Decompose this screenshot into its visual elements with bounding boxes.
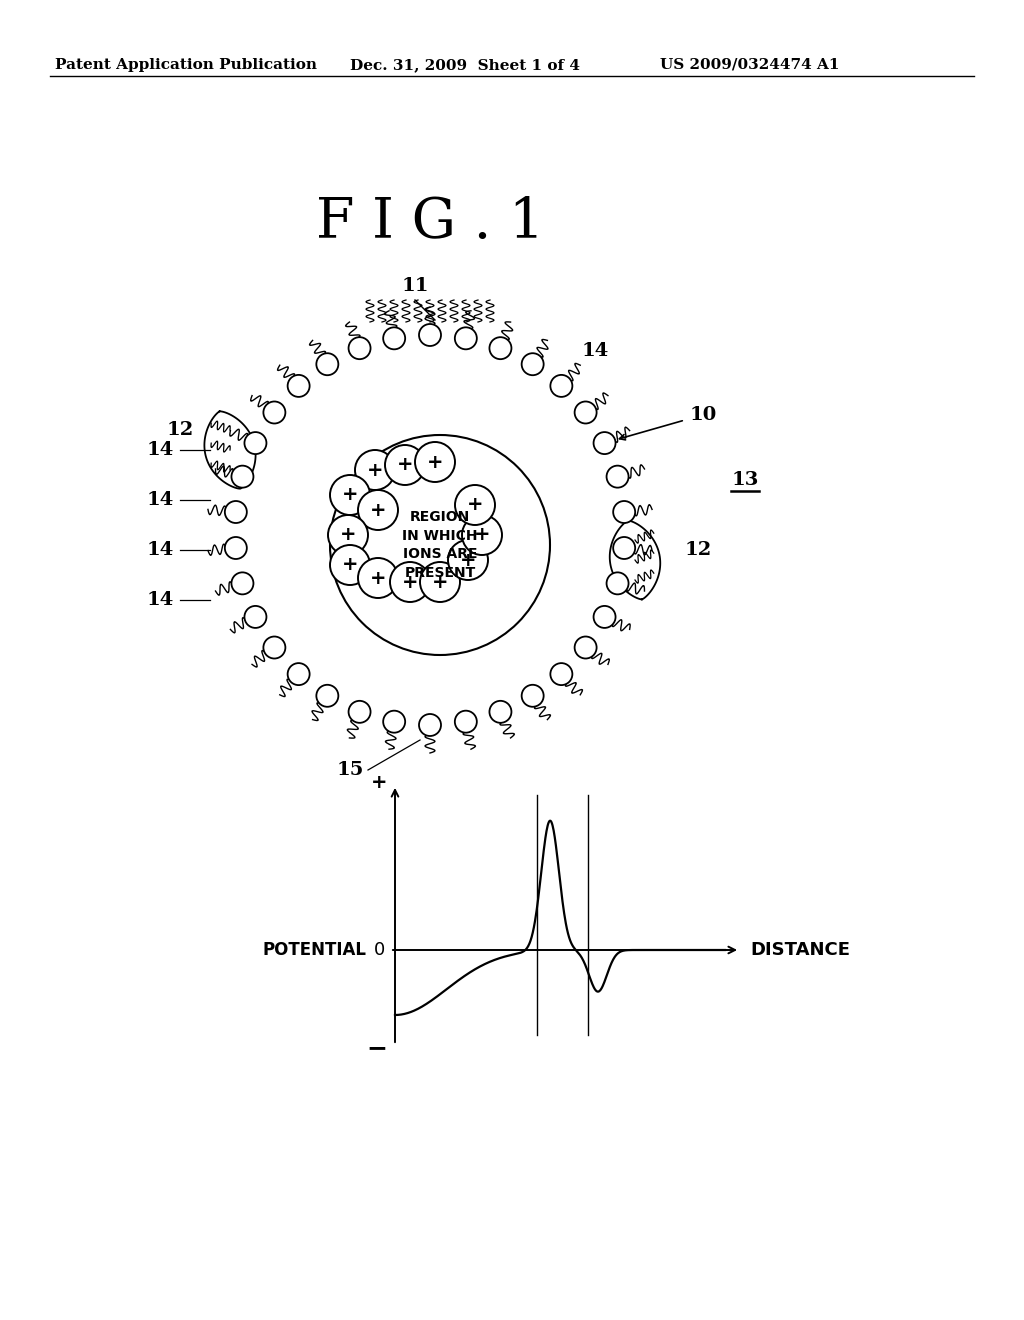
Circle shape xyxy=(263,401,286,424)
Circle shape xyxy=(358,490,398,531)
Text: 14: 14 xyxy=(582,342,609,359)
Text: 12: 12 xyxy=(166,421,194,440)
Text: 11: 11 xyxy=(401,277,429,294)
Text: US 2009/0324474 A1: US 2009/0324474 A1 xyxy=(660,58,840,73)
Text: 12: 12 xyxy=(685,541,713,558)
Circle shape xyxy=(330,475,370,515)
Circle shape xyxy=(263,636,286,659)
Text: POTENTIAL: POTENTIAL xyxy=(263,941,367,960)
Text: 14: 14 xyxy=(146,591,174,609)
Circle shape xyxy=(225,537,247,558)
Circle shape xyxy=(328,515,368,554)
Circle shape xyxy=(455,710,477,733)
Circle shape xyxy=(613,537,635,558)
Circle shape xyxy=(225,502,247,523)
Circle shape xyxy=(574,636,597,659)
Circle shape xyxy=(521,685,544,706)
Text: 15: 15 xyxy=(336,762,364,779)
Circle shape xyxy=(594,432,615,454)
Circle shape xyxy=(231,466,254,487)
Text: DISTANCE: DISTANCE xyxy=(750,941,850,960)
Circle shape xyxy=(455,327,477,350)
Circle shape xyxy=(449,540,488,579)
Circle shape xyxy=(288,375,309,397)
Circle shape xyxy=(383,710,406,733)
Circle shape xyxy=(348,701,371,723)
Circle shape xyxy=(245,606,266,628)
Circle shape xyxy=(348,337,371,359)
Text: +: + xyxy=(427,453,443,471)
Text: Dec. 31, 2009  Sheet 1 of 4: Dec. 31, 2009 Sheet 1 of 4 xyxy=(350,58,580,73)
Circle shape xyxy=(288,663,309,685)
Text: −: − xyxy=(366,1036,387,1060)
Text: +: + xyxy=(342,486,358,504)
Circle shape xyxy=(489,701,511,723)
Text: +: + xyxy=(371,772,387,792)
Circle shape xyxy=(419,714,441,737)
Text: +: + xyxy=(396,455,414,474)
Circle shape xyxy=(455,484,495,525)
Text: 10: 10 xyxy=(690,407,717,424)
Circle shape xyxy=(550,375,572,397)
Text: +: + xyxy=(340,525,356,544)
Circle shape xyxy=(594,606,615,628)
Circle shape xyxy=(613,502,635,523)
Text: +: + xyxy=(460,550,476,569)
Circle shape xyxy=(330,545,370,585)
Circle shape xyxy=(355,450,395,490)
Circle shape xyxy=(316,685,338,706)
Circle shape xyxy=(383,327,406,350)
Circle shape xyxy=(462,515,502,554)
Circle shape xyxy=(550,663,572,685)
Circle shape xyxy=(390,562,430,602)
Circle shape xyxy=(385,445,425,484)
Circle shape xyxy=(606,573,629,594)
Text: +: + xyxy=(370,569,386,587)
Circle shape xyxy=(606,466,629,487)
Text: +: + xyxy=(401,573,418,591)
Circle shape xyxy=(415,442,455,482)
Circle shape xyxy=(245,432,266,454)
Text: +: + xyxy=(467,495,483,515)
Circle shape xyxy=(420,562,460,602)
Text: +: + xyxy=(474,525,490,544)
Circle shape xyxy=(358,558,398,598)
Text: 14: 14 xyxy=(146,441,174,459)
Text: Patent Application Publication: Patent Application Publication xyxy=(55,58,317,73)
Text: +: + xyxy=(342,556,358,574)
Circle shape xyxy=(231,573,254,594)
Text: REGION
IN WHICH
IONS ARE
PRESENT: REGION IN WHICH IONS ARE PRESENT xyxy=(402,511,478,579)
Text: F I G . 1: F I G . 1 xyxy=(315,195,544,249)
Text: 14: 14 xyxy=(146,491,174,510)
Text: +: + xyxy=(367,461,383,479)
Circle shape xyxy=(419,323,441,346)
Text: 13: 13 xyxy=(731,471,759,488)
Text: 0: 0 xyxy=(374,941,385,960)
Text: +: + xyxy=(432,573,449,591)
Circle shape xyxy=(316,354,338,375)
Text: 14: 14 xyxy=(146,541,174,558)
Circle shape xyxy=(574,401,597,424)
Text: +: + xyxy=(370,500,386,520)
Circle shape xyxy=(489,337,511,359)
Circle shape xyxy=(521,354,544,375)
